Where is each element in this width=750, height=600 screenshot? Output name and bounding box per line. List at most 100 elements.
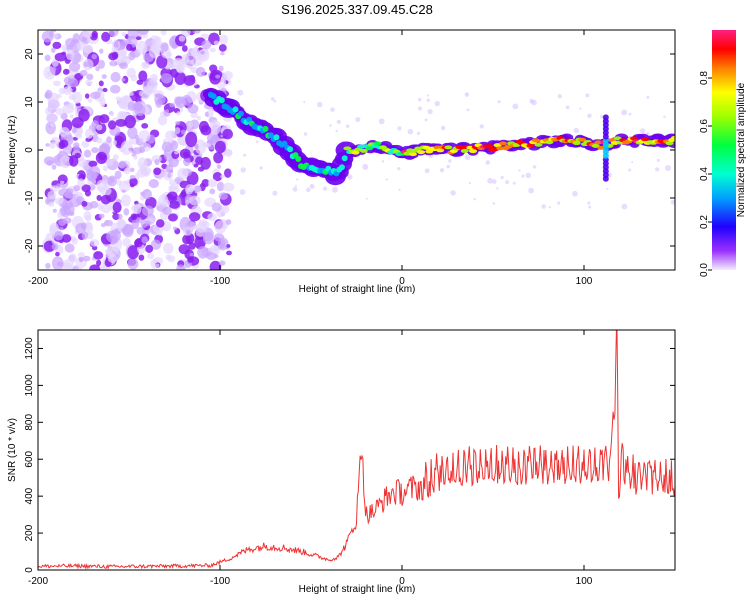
- noise-blob: [154, 158, 160, 166]
- noise-blob: [187, 256, 194, 263]
- noise-blob: [135, 217, 143, 224]
- noise-blob: [122, 223, 134, 238]
- noise-blob: [106, 136, 112, 144]
- signal-core: [436, 148, 445, 153]
- spectrogram-y-tick-label: 0: [24, 147, 35, 153]
- noise-blob: [115, 96, 122, 101]
- noise-blob: [198, 48, 210, 62]
- noise-blob: [138, 130, 151, 143]
- figure-title: S196.2025.337.09.45.C28: [281, 2, 433, 17]
- noise-blob: [159, 94, 164, 99]
- noise-blob: [51, 243, 59, 251]
- noise-blob: [54, 230, 64, 241]
- noise-blob: [175, 127, 181, 134]
- noise-blob: [62, 68, 70, 75]
- snr-x-label: Height of straight line (km): [299, 584, 416, 595]
- signal-core: [460, 148, 469, 153]
- noise-blob: [118, 213, 123, 220]
- signal-core: [526, 143, 535, 148]
- noise-blob: [83, 44, 94, 54]
- noise-blob: [51, 47, 56, 53]
- spectrogram-y-tick-label: -20: [24, 238, 35, 253]
- noise-blob: [95, 65, 100, 72]
- colorbar-tick-label: 0.4: [699, 167, 710, 181]
- noise-blob: [46, 71, 52, 77]
- noise-blob: [68, 253, 77, 263]
- noise-blob: [222, 128, 233, 140]
- noise-blob: [128, 91, 134, 96]
- noise-blob: [100, 203, 111, 214]
- noise-dot: [335, 129, 338, 133]
- noise-blob: [49, 30, 54, 38]
- noise-blob: [79, 69, 88, 77]
- noise-dot: [239, 189, 246, 196]
- spectrogram-y-tick-label: -10: [24, 190, 35, 205]
- noise-blob: [209, 188, 216, 195]
- noise-dot: [531, 99, 537, 106]
- snr-y-tick-label: 1200: [24, 337, 35, 360]
- noise-blob: [141, 123, 149, 129]
- noise-blob: [176, 264, 186, 270]
- noise-dot: [656, 158, 660, 162]
- noise-blob: [52, 41, 62, 50]
- noise-blob: [201, 40, 212, 50]
- colorbar-axes: 0.0 0.2 0.4 0.6 0.8: [699, 71, 712, 277]
- noise-blob: [195, 66, 206, 78]
- snr-x-tick-label: 100: [576, 576, 593, 587]
- signal-core: [468, 149, 477, 154]
- noise-blob: [190, 47, 200, 58]
- noise-blob: [47, 190, 57, 200]
- noise-blob: [181, 45, 188, 52]
- noise-blob: [107, 175, 118, 187]
- signal-core: [359, 148, 368, 153]
- noise-blob: [69, 114, 74, 119]
- noise-dot: [628, 112, 632, 116]
- noise-blob: [209, 260, 222, 270]
- signal-core: [665, 141, 674, 146]
- noise-blob: [118, 111, 126, 120]
- noise-blob: [127, 258, 139, 270]
- noise-dot: [434, 100, 440, 107]
- noise-dot: [303, 132, 308, 136]
- noise-blob: [104, 219, 113, 227]
- noise-dot: [600, 114, 604, 119]
- spectrogram-y-tick-label: 10: [24, 96, 35, 108]
- noise-blob: [100, 222, 106, 228]
- noise-blob: [71, 117, 84, 128]
- noise-blob: [112, 139, 117, 146]
- snr-frame: [37, 329, 676, 571]
- noise-blob: [101, 74, 107, 80]
- noise-blob: [51, 164, 57, 170]
- noise-blob: [226, 244, 231, 248]
- noise-blob: [55, 94, 62, 99]
- noise-blob: [193, 163, 199, 168]
- noise-blob: [129, 174, 136, 180]
- noise-blob: [66, 49, 75, 61]
- noise-blob: [123, 167, 131, 175]
- noise-blob: [50, 122, 55, 128]
- noise-blob: [216, 164, 222, 169]
- signal-core: [218, 97, 225, 104]
- noise-blob: [130, 74, 138, 82]
- signal-core: [232, 106, 239, 113]
- noise-blob: [59, 126, 70, 138]
- noise-blob: [161, 141, 173, 153]
- noise-blob: [214, 220, 227, 234]
- noise-blob: [172, 226, 178, 231]
- noise-blob: [222, 182, 235, 192]
- noise-dot: [427, 108, 433, 115]
- noise-blob: [126, 43, 133, 51]
- noise-blob: [220, 174, 225, 179]
- noise-blob: [198, 120, 210, 133]
- spike-blob: [602, 114, 609, 121]
- noise-blob: [214, 140, 226, 154]
- noise-dot: [329, 124, 332, 127]
- noise-blob: [67, 102, 74, 109]
- noise-blob: [81, 231, 89, 240]
- noise-dot: [468, 182, 472, 185]
- noise-blob: [189, 253, 194, 257]
- noise-dot: [448, 159, 452, 163]
- colorbar-tick-label: 0.6: [699, 119, 710, 133]
- noise-dot: [670, 199, 675, 205]
